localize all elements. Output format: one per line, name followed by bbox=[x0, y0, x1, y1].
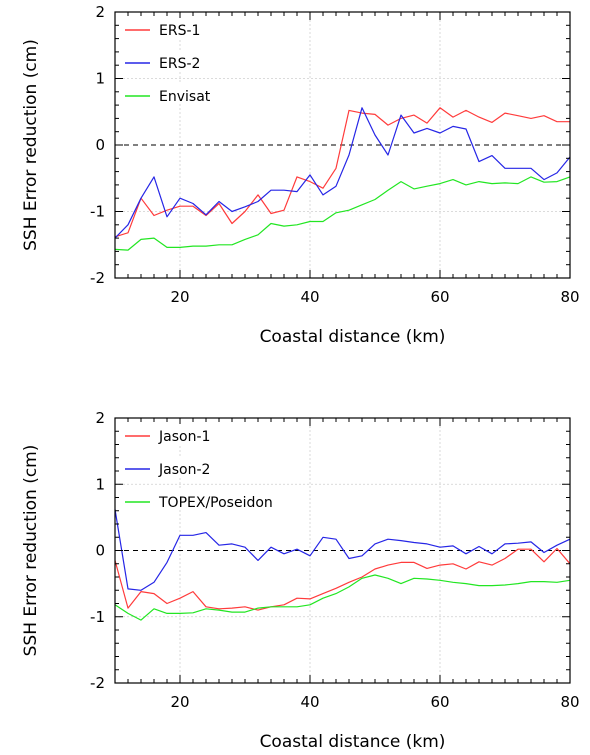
series-line-1 bbox=[114, 107, 571, 239]
y-tick-label: 1 bbox=[95, 475, 105, 493]
y-tick-label: 1 bbox=[95, 70, 105, 88]
y-axis-title: SSH Error reduction (cm) bbox=[21, 445, 41, 657]
legend-bg bbox=[120, 84, 223, 104]
legend-bg bbox=[120, 490, 286, 510]
series-line-2 bbox=[114, 574, 571, 621]
x-axis-title: Coastal distance (km) bbox=[260, 732, 446, 752]
x-tick-label: 60 bbox=[430, 693, 449, 711]
chart-panel-top: 20 40 60 80 -2 -1 0 1 2 Coastal distance (km) SSH … bbox=[21, 3, 580, 347]
legend-bg bbox=[120, 424, 223, 444]
legend-bg bbox=[120, 51, 205, 71]
y-axis-title: SSH Error reduction (cm) bbox=[21, 39, 41, 251]
legend-label-1: ERS-2 bbox=[159, 56, 200, 72]
legend-label-0: Jason-1 bbox=[158, 429, 210, 445]
series-line-0 bbox=[114, 107, 570, 238]
legend-bg bbox=[120, 18, 205, 38]
y-tick-label: -2 bbox=[90, 269, 105, 287]
legend-label-0: ERS-1 bbox=[159, 23, 200, 39]
legend-label-2: TOPEX/Poseidon bbox=[158, 495, 273, 511]
x-tick-label: 80 bbox=[560, 288, 579, 306]
x-axis-title: Coastal distance (km) bbox=[260, 327, 446, 347]
x-tick-label: 60 bbox=[430, 288, 449, 306]
y-tick-label: -2 bbox=[90, 674, 105, 692]
legend-bg bbox=[120, 457, 223, 477]
y-tick-label: -1 bbox=[90, 608, 105, 626]
x-tick-label: 20 bbox=[170, 288, 189, 306]
y-tick-label: 0 bbox=[95, 542, 105, 560]
x-tick-label: 20 bbox=[170, 693, 189, 711]
y-tick-label: 2 bbox=[95, 409, 105, 427]
x-tick-label: 40 bbox=[300, 693, 319, 711]
series-line-1 bbox=[114, 509, 571, 591]
x-tick-label: 80 bbox=[560, 693, 579, 711]
y-tick-label: -1 bbox=[90, 203, 105, 221]
chart-panel-bottom: 20 40 60 80 -2 -1 0 1 2 Coastal distance (km) SSH … bbox=[21, 409, 580, 752]
x-tick-label: 40 bbox=[300, 288, 319, 306]
legend-label-2: Envisat bbox=[159, 89, 211, 105]
y-tick-label: 0 bbox=[95, 136, 105, 154]
legend-label-1: Jason-2 bbox=[158, 462, 210, 478]
series-line-0 bbox=[114, 547, 571, 611]
y-tick-label: 2 bbox=[95, 3, 105, 21]
series-line-2 bbox=[114, 176, 571, 251]
